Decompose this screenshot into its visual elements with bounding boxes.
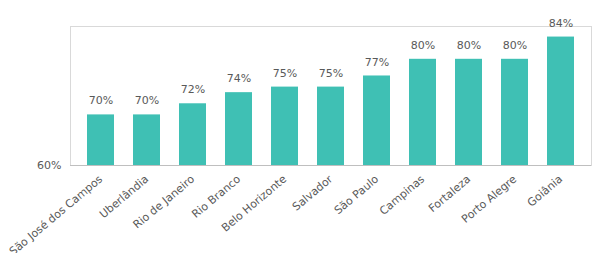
- svg-text:72%: 72%: [181, 83, 205, 96]
- svg-text:Belo Horizonte: Belo Horizonte: [219, 172, 289, 234]
- svg-text:77%: 77%: [365, 56, 389, 69]
- svg-text:Goiânia: Goiânia: [525, 173, 565, 210]
- svg-text:Fortaleza: Fortaleza: [426, 173, 473, 215]
- svg-text:São Paulo: São Paulo: [332, 172, 382, 217]
- svg-text:60%: 60%: [37, 159, 61, 172]
- svg-text:74%: 74%: [227, 72, 251, 85]
- svg-text:Uberlândia: Uberlândia: [97, 172, 152, 221]
- svg-text:75%: 75%: [273, 67, 297, 80]
- svg-text:80%: 80%: [503, 39, 527, 52]
- svg-text:Salvador: Salvador: [290, 172, 336, 213]
- svg-text:Porto Alegre: Porto Alegre: [459, 172, 519, 225]
- svg-text:Campinas: Campinas: [377, 172, 427, 217]
- svg-text:80%: 80%: [411, 39, 435, 52]
- svg-text:Rio de Janeiro: Rio de Janeiro: [131, 172, 198, 231]
- svg-text:70%: 70%: [89, 94, 113, 107]
- svg-text:84%: 84%: [549, 17, 573, 30]
- svg-text:São José dos Campos: São José dos Campos: [7, 172, 106, 253]
- svg-text:70%: 70%: [135, 94, 159, 107]
- svg-text:80%: 80%: [457, 39, 481, 52]
- svg-text:75%: 75%: [319, 67, 343, 80]
- svg-text:Rio Branco: Rio Branco: [189, 172, 244, 221]
